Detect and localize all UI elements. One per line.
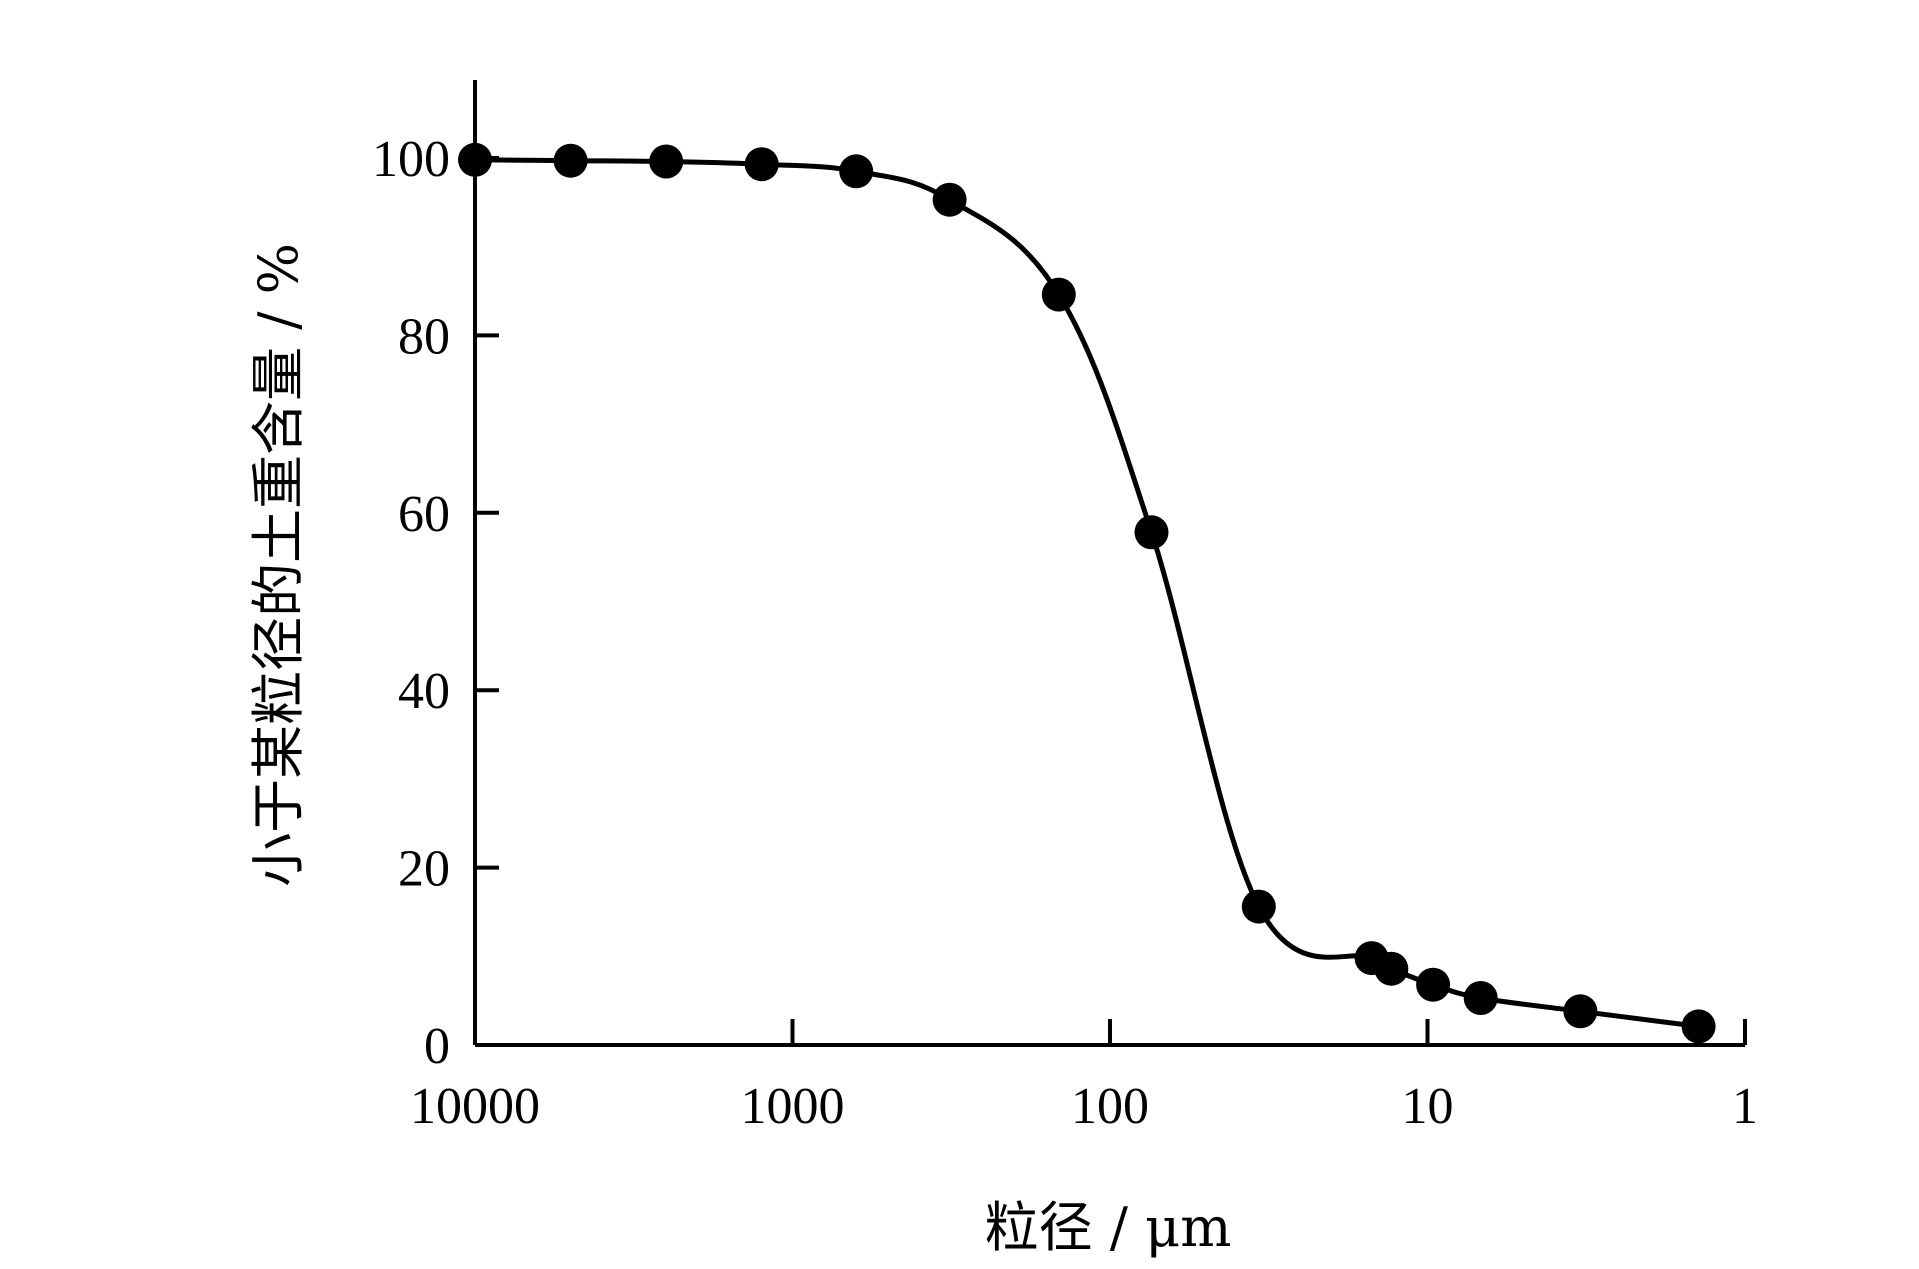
x-tick-label: 1000 <box>741 1078 845 1135</box>
x-tick-label: 10 <box>1402 1078 1454 1135</box>
data-point <box>1241 889 1276 924</box>
data-point <box>649 144 684 179</box>
data-point <box>1681 1009 1716 1044</box>
data-point <box>839 154 874 189</box>
y-tick-label: 40 <box>398 663 450 720</box>
data-points <box>458 142 1716 1044</box>
x-axis-title: 粒径 / μm <box>985 1196 1232 1259</box>
data-point <box>458 142 492 177</box>
data-point <box>932 182 967 217</box>
y-tick-label: 0 <box>424 1018 450 1075</box>
y-axis-title: 小于某粒径的土重含量 / % <box>247 243 310 887</box>
x-tick-label: 1 <box>1732 1078 1758 1135</box>
data-point <box>744 147 779 182</box>
data-point <box>1134 515 1169 550</box>
data-point <box>1416 967 1451 1002</box>
y-tick-label: 80 <box>398 308 450 365</box>
x-tick-label: 10000 <box>410 1078 540 1135</box>
data-point <box>1563 994 1598 1029</box>
data-point <box>553 143 588 178</box>
series-line <box>474 157 1699 1029</box>
curve-layer <box>474 157 1699 1029</box>
y-tick-label: 20 <box>398 841 450 898</box>
y-tick-label: 60 <box>398 486 450 543</box>
data-point <box>1041 277 1076 312</box>
data-point <box>1463 981 1498 1015</box>
x-tick-label: 100 <box>1071 1078 1149 1135</box>
data-point <box>1374 951 1409 986</box>
axis-labels: 粒径 / μm 小于某粒径的土重含量 / % <box>247 243 1231 1259</box>
y-tick-label: 100 <box>372 131 450 188</box>
